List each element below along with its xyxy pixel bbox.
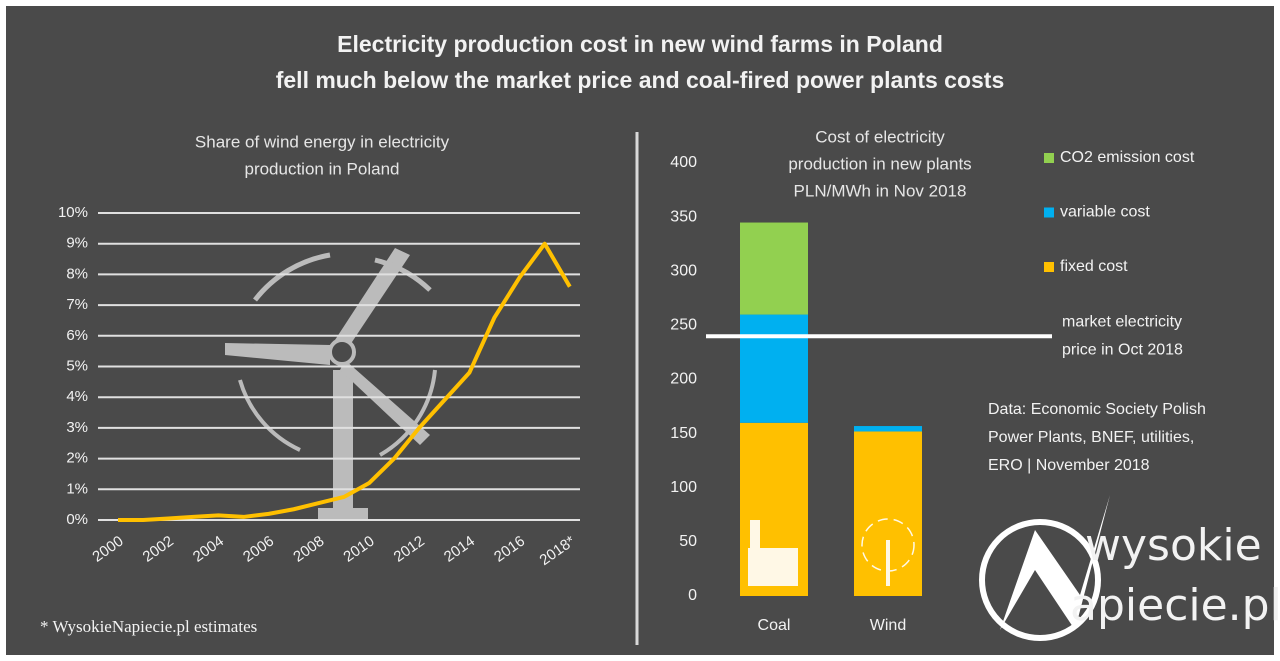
y-tick-label: 4% [66, 388, 88, 405]
y-tick-label: 0% [66, 511, 88, 528]
y-tick-label: 3% [66, 419, 88, 436]
y-tick-label: 150 [670, 425, 697, 442]
source-line: Power Plants, BNEF, utilities, [988, 429, 1194, 446]
legend-label: fixed cost [1060, 258, 1128, 275]
y-tick-label: 100 [670, 479, 697, 496]
logo-bg [968, 488, 1274, 655]
wind-icon-ring [861, 518, 915, 572]
y-tick-label: 300 [670, 262, 697, 279]
y-tick-label: 5% [66, 357, 88, 374]
x-tick-label: Wind [870, 617, 906, 634]
reference-label: market electricity [1062, 313, 1182, 330]
legend-swatch [1044, 262, 1054, 272]
y-tick-label: 0 [688, 587, 697, 604]
y-tick-label: 350 [670, 208, 697, 225]
y-tick-label: 2% [66, 450, 88, 467]
y-tick-label: 6% [66, 327, 88, 344]
y-tick-label: 1% [66, 480, 88, 497]
logo-text: wysokie [1085, 520, 1262, 571]
chart-title: production in Poland [244, 159, 399, 178]
source-line: Data: Economic Society Polish [988, 401, 1206, 418]
coal-chimney-icon [750, 520, 760, 550]
legend-swatch [1044, 207, 1054, 218]
reference-label: price in Oct 2018 [1062, 341, 1183, 358]
y-tick-label: 10% [58, 204, 88, 221]
source-line: ERO | November 2018 [988, 457, 1150, 474]
title-line: Electricity production cost in new wind … [337, 31, 943, 57]
coal-plant-icon [748, 548, 798, 586]
legend-label: variable cost [1060, 204, 1150, 221]
y-tick-label: 9% [66, 235, 88, 252]
legend-label: CO2 emission cost [1060, 149, 1195, 166]
bar-segment [740, 222, 808, 315]
y-tick-label: 200 [670, 371, 697, 388]
y-tick-label: 50 [679, 533, 697, 550]
turbine-icon [225, 248, 437, 520]
y-tick-label: 250 [670, 317, 697, 334]
chart-title: PLN/MWh in Nov 2018 [794, 181, 967, 200]
x-tick-label: Coal [758, 617, 791, 634]
bar-segment [740, 314, 808, 423]
line [118, 241, 572, 522]
logo-n [1000, 495, 1110, 630]
chart-title: Share of wind energy in electricity [195, 132, 450, 151]
y-tick-label: 8% [66, 265, 88, 282]
y-tick-label: 7% [66, 296, 88, 313]
bar-segment [854, 426, 922, 432]
chart-title: Cost of electricity [815, 127, 945, 146]
chart-title: production in new plants [788, 154, 971, 173]
y-tick-label: 400 [670, 154, 697, 171]
logo-text: apiecie.pl [1070, 580, 1280, 631]
legend-swatch [1044, 153, 1054, 163]
footnote: * WysokieNapiecie.pl estimates [40, 617, 257, 636]
logo-ring [979, 519, 1101, 641]
bar-icons [748, 518, 915, 586]
title-line: fell much below the market price and coa… [276, 67, 1005, 93]
